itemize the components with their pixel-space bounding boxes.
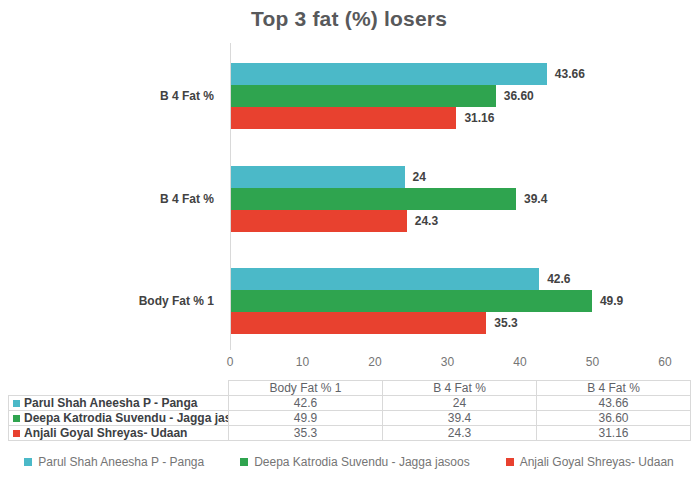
- table-header: Body Fat % 1: [229, 381, 383, 396]
- data-table: Body Fat % 1B 4 Fat %B 4 Fat % Parul Sha…: [8, 380, 691, 441]
- table-header-blank: [9, 381, 229, 396]
- bar-value-label: 42.6: [547, 272, 570, 286]
- table-value-cell: 24.3: [383, 426, 537, 441]
- bar-row: 39.4: [231, 188, 665, 210]
- x-axis-tick-label: 60: [658, 355, 671, 369]
- legend-marker-icon: [240, 458, 248, 466]
- bar-row: 42.6: [231, 268, 665, 290]
- series-color-marker-icon: [13, 415, 20, 422]
- bar-value-label: 24: [413, 170, 426, 184]
- table-value-cell: 43.66: [537, 396, 691, 411]
- bar-value-label: 31.16: [464, 111, 494, 125]
- bar-value-label: 39.4: [524, 192, 547, 206]
- bar-1[interactable]: [231, 268, 539, 290]
- table-value-cell: 35.3: [229, 426, 383, 441]
- category-label: Body Fat % 1: [139, 294, 214, 308]
- bar-group: Body Fat % 142.649.935.3: [231, 268, 665, 334]
- legend-label: Parul Shah Aneesha P - Panga: [38, 455, 204, 469]
- legend-item[interactable]: Parul Shah Aneesha P - Panga: [24, 455, 204, 469]
- table-value-cell: 39.4: [383, 411, 537, 426]
- data-table-body: Parul Shah Aneesha P - Panga42.62443.66D…: [9, 396, 691, 441]
- table-row: Deepa Katrodia Suvendu - Jagga jasoos49.…: [9, 411, 691, 426]
- x-axis-tick-label: 40: [513, 355, 526, 369]
- bar-3[interactable]: [231, 107, 456, 129]
- category-label: B 4 Fat %: [160, 89, 214, 103]
- table-series-name-cell: Anjali Goyal Shreyas- Udaan: [9, 426, 229, 441]
- bar-value-label: 49.9: [600, 294, 623, 308]
- bar-1[interactable]: [231, 63, 547, 85]
- bar-row: 49.9: [231, 290, 665, 312]
- table-series-name-cell: Parul Shah Aneesha P - Panga: [9, 396, 229, 411]
- table-value-cell: 49.9: [229, 411, 383, 426]
- bar-group: B 4 Fat %2439.424.3: [231, 166, 665, 232]
- series-color-marker-icon: [13, 430, 20, 437]
- bar-value-label: 36.60: [504, 89, 534, 103]
- bar-2[interactable]: [231, 188, 516, 210]
- bar-2[interactable]: [231, 290, 592, 312]
- bar-3[interactable]: [231, 210, 407, 232]
- table-value-cell: 42.6: [229, 396, 383, 411]
- table-value-cell: 31.16: [537, 426, 691, 441]
- table-header: B 4 Fat %: [383, 381, 537, 396]
- bar-row: 24.3: [231, 210, 665, 232]
- legend-label: Deepa Katrodia Suvendu - Jagga jasoos: [254, 455, 469, 469]
- chart-widget: Top 3 fat (%) losers B 4 Fat %43.6636.60…: [0, 0, 698, 478]
- legend-marker-icon: [506, 458, 514, 466]
- category-label: B 4 Fat %: [160, 192, 214, 206]
- x-axis-tick-label: 20: [368, 355, 381, 369]
- table-value-cell: 24: [383, 396, 537, 411]
- bar-1[interactable]: [231, 166, 405, 188]
- bar-row: 24: [231, 166, 665, 188]
- chart-legend: Parul Shah Aneesha P - Panga Deepa Katrod…: [0, 455, 698, 469]
- legend-label: Anjali Goyal Shreyas- Udaan: [520, 455, 674, 469]
- table-series-name-cell: Deepa Katrodia Suvendu - Jagga jasoos: [9, 411, 229, 426]
- bar-value-label: 24.3: [415, 214, 438, 228]
- table-row: Parul Shah Aneesha P - Panga42.62443.66: [9, 396, 691, 411]
- table-row: Anjali Goyal Shreyas- Udaan35.324.331.16: [9, 426, 691, 441]
- table-header: B 4 Fat %: [537, 381, 691, 396]
- legend-item[interactable]: Anjali Goyal Shreyas- Udaan: [506, 455, 674, 469]
- data-table-header: Body Fat % 1B 4 Fat %B 4 Fat %: [9, 381, 691, 396]
- legend-item[interactable]: Deepa Katrodia Suvendu - Jagga jasoos: [240, 455, 469, 469]
- x-axis-tick-label: 0: [227, 355, 234, 369]
- bar-row: 31.16: [231, 107, 665, 129]
- series-color-marker-icon: [13, 400, 20, 407]
- legend-marker-icon: [24, 458, 32, 466]
- chart-title: Top 3 fat (%) losers: [0, 7, 698, 31]
- x-axis-tick-label: 10: [296, 355, 309, 369]
- x-axis-tick-label: 30: [441, 355, 454, 369]
- bar-2[interactable]: [231, 85, 496, 107]
- x-axis: 0102030405060: [230, 355, 665, 371]
- table-value-cell: 36.60: [537, 411, 691, 426]
- bar-value-label: 35.3: [494, 316, 517, 330]
- plot-area: B 4 Fat %43.6636.6031.16B 4 Fat %2439.42…: [230, 43, 665, 350]
- bar-row: 35.3: [231, 312, 665, 334]
- bar-value-label: 43.66: [555, 67, 585, 81]
- bar-3[interactable]: [231, 312, 486, 334]
- bar-row: 36.60: [231, 85, 665, 107]
- bar-group: B 4 Fat %43.6636.6031.16: [231, 63, 665, 129]
- x-axis-tick-label: 50: [586, 355, 599, 369]
- bar-row: 43.66: [231, 63, 665, 85]
